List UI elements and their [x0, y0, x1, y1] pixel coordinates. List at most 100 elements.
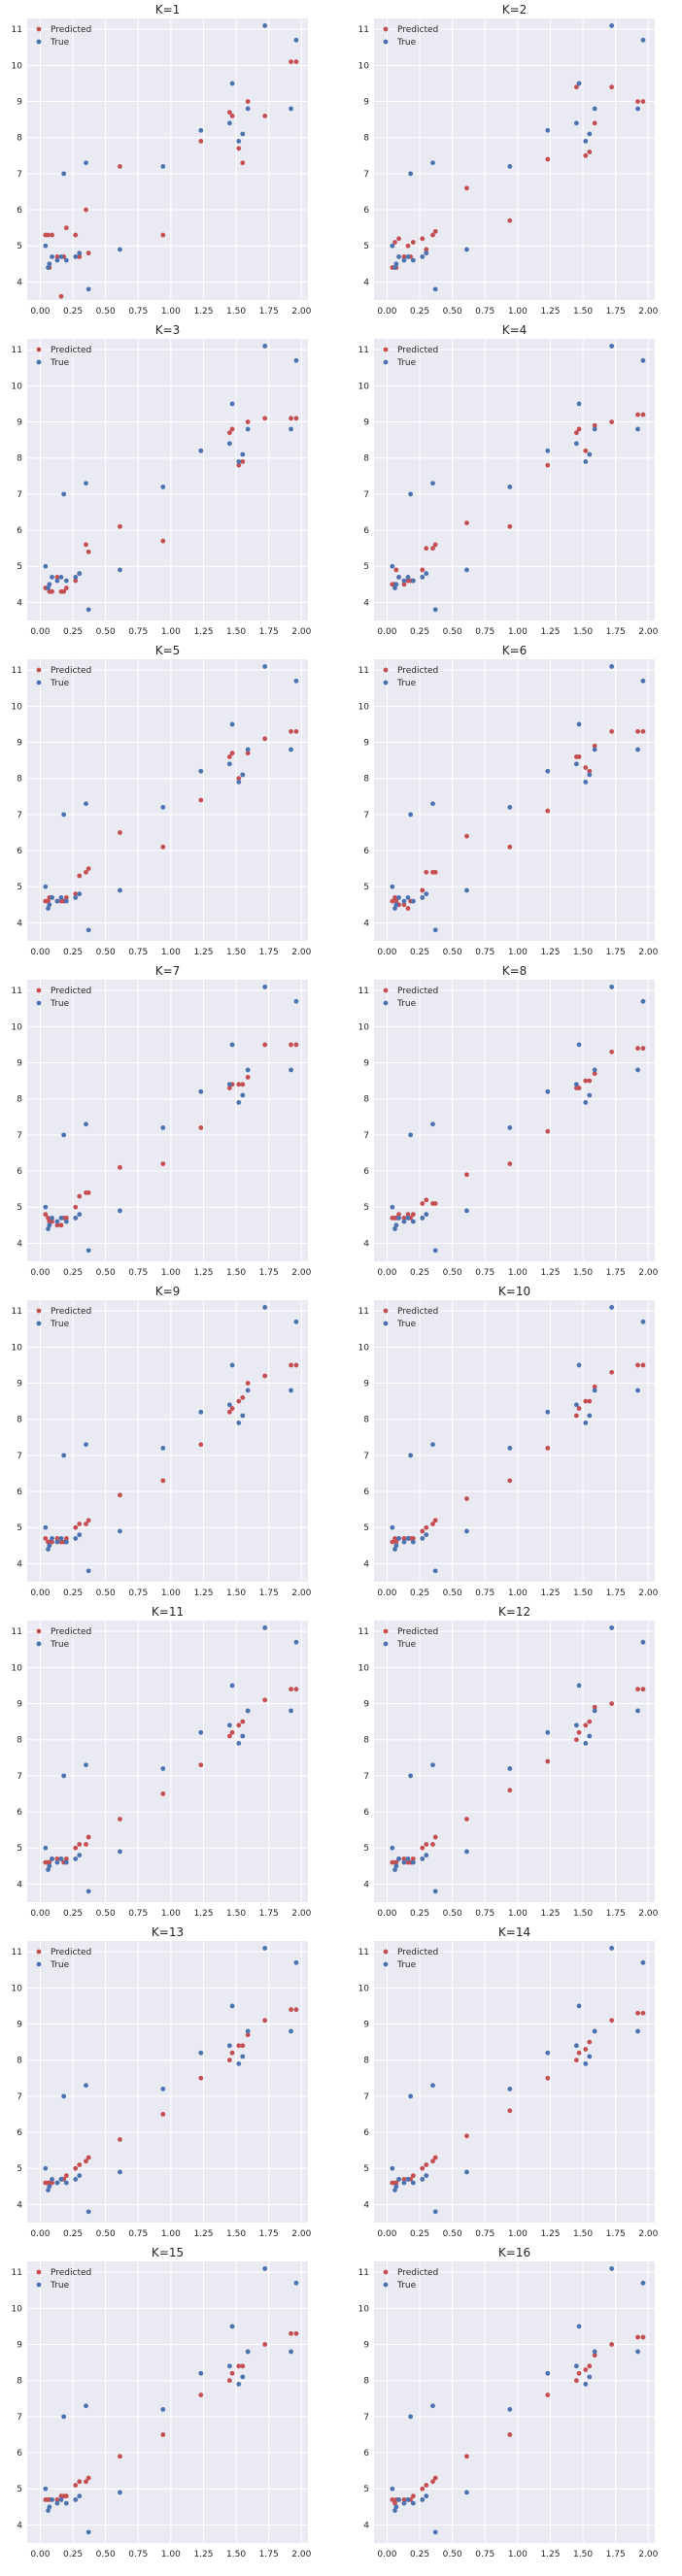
panel-title: K=2 — [502, 3, 528, 17]
predicted-point — [507, 2432, 513, 2437]
predicted-point — [229, 751, 235, 756]
true-point — [392, 265, 397, 270]
true-point — [390, 563, 395, 569]
x-tick-label: 0.25 — [410, 948, 429, 957]
true-point — [77, 891, 83, 897]
x-tick-label: 1.75 — [259, 1909, 279, 1919]
panel-k13: 0.00 0.25 0.50 0.75 1.00 1.25 1.50 1.75 2.00 4 5 6 7… — [12, 1925, 312, 2239]
x-tick-label: 0.00 — [30, 1909, 50, 1919]
y-tick-label: 9 — [17, 418, 22, 428]
x-tick-label: 2.00 — [291, 307, 311, 317]
predicted-point — [405, 1212, 411, 1218]
true-point — [390, 1845, 395, 1851]
predicted-point — [432, 228, 438, 234]
panel-k15: 0.00 0.25 0.50 0.75 1.00 1.25 1.50 1.75 2.00 4 5 6 7… — [12, 2246, 312, 2559]
true-point — [226, 441, 232, 447]
true-point — [236, 2382, 242, 2387]
true-point — [61, 2414, 67, 2420]
x-tick-label: 0.75 — [475, 1268, 494, 1278]
legend-marker-true — [36, 1961, 42, 1967]
y-tick-label: 5 — [363, 2485, 369, 2494]
x-tick-label: 1.50 — [226, 2229, 246, 2239]
true-point — [592, 1388, 597, 1393]
legend-marker-true — [36, 359, 42, 365]
true-point — [587, 1092, 593, 1098]
true-point — [226, 761, 232, 767]
x-tick-label: 1.75 — [606, 2229, 626, 2239]
predicted-point — [160, 2432, 166, 2437]
panel-title: K=10 — [498, 1285, 530, 1298]
y-tick-label: 9 — [17, 1700, 22, 1710]
legend-label-predicted: Predicted — [397, 666, 438, 676]
true-point — [245, 2028, 251, 2034]
legend-label-predicted: Predicted — [51, 2268, 91, 2278]
true-point — [464, 247, 469, 252]
y-tick-label: 5 — [17, 1844, 22, 1854]
true-point — [507, 164, 513, 169]
true-point — [293, 1639, 299, 1645]
x-tick-label: 1.25 — [193, 1268, 213, 1278]
true-point — [405, 894, 411, 900]
true-point — [229, 1362, 235, 1368]
legend-label-predicted: Predicted — [51, 25, 91, 35]
y-tick-label: 6 — [363, 526, 369, 536]
legend-marker-predicted — [36, 1308, 42, 1314]
predicted-point — [545, 2392, 551, 2397]
true-point — [47, 2504, 52, 2510]
predicted-point — [420, 887, 426, 893]
predicted-point — [587, 1719, 593, 1724]
x-tick-label: 1.25 — [540, 1268, 560, 1278]
predicted-point — [545, 462, 551, 468]
predicted-point — [545, 1758, 551, 1764]
true-point — [226, 2363, 232, 2369]
predicted-point — [262, 1373, 268, 1379]
predicted-point — [635, 99, 640, 104]
x-tick-label: 1.75 — [606, 1268, 626, 1278]
y-tick-label: 9 — [17, 1380, 22, 1389]
predicted-point — [160, 1478, 166, 1484]
x-tick-label: 0.25 — [410, 627, 429, 637]
x-tick-label: 1.50 — [573, 2550, 593, 2559]
legend-label-true: True — [50, 38, 70, 48]
y-tick-label: 9 — [363, 2021, 369, 2030]
true-point — [640, 998, 646, 1004]
predicted-point — [293, 1042, 299, 1048]
y-tick-label: 10 — [12, 382, 23, 391]
true-point — [47, 1863, 52, 1869]
predicted-point — [430, 2479, 435, 2485]
true-point — [507, 485, 513, 489]
true-point — [432, 286, 438, 292]
legend-marker-true — [383, 1961, 389, 1967]
x-tick-label: 1.00 — [508, 307, 528, 317]
true-point — [573, 120, 579, 126]
plot-area — [27, 659, 308, 941]
x-tick-label: 1.00 — [508, 2550, 528, 2559]
x-tick-label: 2.00 — [638, 2229, 658, 2239]
true-point — [587, 1733, 593, 1739]
predicted-point — [464, 2454, 469, 2459]
true-point — [262, 1946, 268, 1951]
true-point — [573, 1082, 579, 1087]
legend-label-true: True — [396, 2281, 417, 2291]
legend-label-true: True — [396, 1640, 417, 1650]
x-tick-label: 0.25 — [410, 1589, 429, 1598]
predicted-point — [85, 2155, 91, 2160]
predicted-point — [424, 2483, 429, 2488]
y-tick-label: 4 — [17, 598, 22, 608]
predicted-point — [592, 1071, 597, 1077]
x-tick-label: 0.75 — [128, 2550, 148, 2559]
legend-label-predicted: Predicted — [51, 666, 91, 676]
predicted-point — [583, 152, 589, 158]
x-tick-label: 0.75 — [128, 1589, 148, 1598]
true-point — [545, 2370, 551, 2376]
predicted-point — [236, 1398, 242, 1404]
true-point — [46, 906, 51, 911]
legend-marker-predicted — [383, 347, 389, 352]
predicted-point — [229, 2050, 235, 2056]
predicted-point — [47, 1859, 52, 1865]
true-point — [160, 1446, 166, 1451]
true-point — [289, 106, 293, 112]
predicted-point — [420, 1528, 426, 1534]
panel-title: K=7 — [155, 964, 181, 978]
predicted-point — [609, 1369, 615, 1375]
